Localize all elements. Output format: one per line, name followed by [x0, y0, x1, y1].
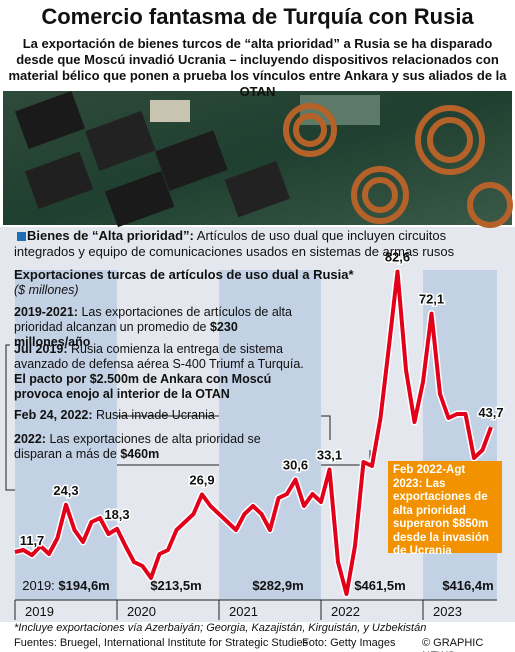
annotation-head: 2022: — [14, 432, 46, 446]
year-band — [219, 270, 321, 600]
definition-text: Artículos de uso dual que incluyen circu… — [14, 228, 455, 259]
value-label: 82,6 — [385, 250, 410, 265]
annotation: 2022: Las exportaciones de alta priorida… — [14, 432, 274, 462]
annual-total-value: $282,9m — [252, 578, 303, 593]
x-tick-label: 2021 — [229, 604, 258, 619]
chart-subtitle: ($ millones) — [14, 283, 79, 297]
annotation-head: Jul 2019: — [14, 342, 68, 356]
value-label: 72,1 — [419, 292, 444, 307]
legend-square — [17, 232, 26, 241]
definition: Bienes de “Alta prioridad”: Artículos de… — [14, 228, 504, 260]
year-band — [15, 270, 117, 600]
definition-term: Bienes de “Alta prioridad”: — [27, 228, 194, 243]
annotation: Jul 2019: Rusia comienza la entrega de s… — [14, 342, 314, 402]
photo-credit: Foto: Getty Images — [302, 637, 396, 649]
annotation-head: Feb 24, 2022: — [14, 408, 93, 422]
annotation-emph: $230 millones/año — [14, 320, 238, 349]
x-tick-label: 2019 — [25, 604, 54, 619]
subtitle: La exportación de bienes turcos de “alta… — [8, 36, 507, 99]
annual-total-value: $213,5m — [150, 578, 201, 593]
annual-total-value: $194,6m — [58, 578, 109, 593]
annotation-text: Rusia invade Ucrania — [96, 408, 215, 422]
value-label: 33,1 — [317, 448, 342, 463]
value-label: 11,7 — [20, 533, 45, 548]
x-tick-label: 2023 — [433, 604, 462, 619]
annual-total: 2019: $194,6m — [22, 578, 110, 593]
annual-total: $416,4m — [442, 578, 493, 593]
annual-total-label: 2019: — [22, 578, 55, 593]
value-label: 24,3 — [53, 483, 78, 498]
annual-total-value: $461,5m — [354, 578, 405, 593]
value-label: 43,7 — [478, 405, 503, 420]
photo — [3, 90, 513, 228]
footnote: *Incluye exportaciones vía Azerbaiyán; G… — [14, 622, 427, 634]
annotation-head: 2019-2021: — [14, 305, 78, 319]
x-tick-label: 2020 — [127, 604, 156, 619]
x-tick-label: 2022 — [331, 604, 360, 619]
callout-box: Feb 2022-Agt 2023: Las exportaciones de … — [388, 461, 502, 557]
annotation: Feb 24, 2022: Rusia invade Ucrania — [14, 408, 314, 423]
annual-total: $461,5m — [354, 578, 405, 593]
value-label: 18,3 — [104, 507, 129, 522]
annotation-emph: El pacto por $2.500m de Ankara con Moscú… — [14, 372, 272, 401]
value-label: 30,6 — [283, 458, 308, 473]
callout-text: Las exportaciones de alta prioridad supe… — [393, 477, 489, 558]
annotation-text: Las exportaciones de alta prioridad se d… — [14, 432, 261, 461]
annotation-text: Rusia comienza la entrega de sistema ava… — [14, 342, 304, 371]
annual-total-value: $416,4m — [442, 578, 493, 593]
line — [14, 269, 493, 596]
title: Comercio fantasma de Turquía con Rusia — [41, 4, 474, 29]
credit: © GRAPHIC NEWS — [422, 637, 484, 652]
annual-total: $213,5m — [150, 578, 201, 593]
callout-head: Feb 2022-Agt 2023: — [393, 464, 466, 490]
annotation-text: Las exportaciones de artículos de alta p… — [14, 305, 292, 334]
annotation: 2019-2021: Las exportaciones de artículo… — [14, 305, 314, 350]
annotation-emph: $460m — [120, 447, 160, 461]
value-label: 26,9 — [189, 472, 214, 487]
annual-total: $282,9m — [252, 578, 303, 593]
chart-title: Exportaciones turcas de artículos de uso… — [14, 267, 354, 282]
sources: Fuentes: Bruegel, International Institut… — [14, 637, 309, 649]
